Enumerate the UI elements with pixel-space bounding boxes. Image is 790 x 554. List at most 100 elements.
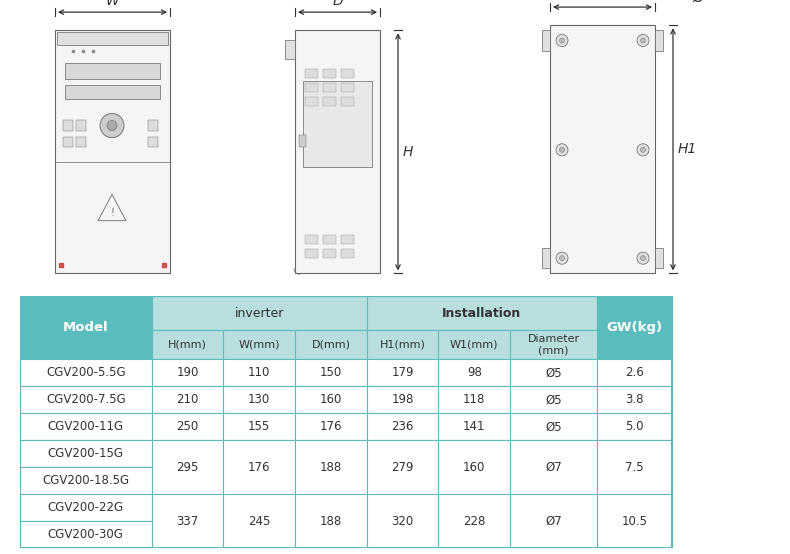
Circle shape xyxy=(100,114,124,138)
Bar xyxy=(367,440,438,494)
Bar xyxy=(20,521,152,548)
Bar xyxy=(152,296,367,330)
Bar xyxy=(341,83,354,92)
Text: 228: 228 xyxy=(463,515,486,528)
Circle shape xyxy=(556,34,568,47)
Bar xyxy=(295,494,367,548)
Bar xyxy=(542,30,550,50)
Bar xyxy=(323,235,336,244)
Text: H: H xyxy=(403,145,413,159)
Bar xyxy=(224,494,295,548)
Text: W1: W1 xyxy=(591,0,614,3)
Bar xyxy=(224,387,295,413)
Text: 176: 176 xyxy=(248,461,270,474)
Bar xyxy=(341,97,354,106)
Bar xyxy=(152,330,224,360)
Bar xyxy=(152,440,224,494)
Bar xyxy=(224,330,295,360)
Bar xyxy=(20,440,152,468)
Text: D: D xyxy=(332,0,343,8)
Text: H1(mm): H1(mm) xyxy=(380,340,426,350)
Text: Ø5: Ø5 xyxy=(545,420,562,433)
Bar xyxy=(438,387,510,413)
Bar xyxy=(510,413,597,440)
Bar xyxy=(367,413,438,440)
Text: Ø7: Ø7 xyxy=(545,515,562,528)
Bar xyxy=(224,440,295,494)
Text: Ø: Ø xyxy=(691,0,703,5)
Text: !: ! xyxy=(110,208,114,218)
Bar xyxy=(20,494,152,521)
Bar xyxy=(148,137,158,147)
Bar xyxy=(20,296,152,360)
Circle shape xyxy=(559,255,565,261)
Bar xyxy=(20,360,152,387)
Text: 5.0: 5.0 xyxy=(626,420,644,433)
Bar xyxy=(438,330,510,360)
Bar xyxy=(597,387,672,413)
Bar xyxy=(224,494,295,548)
Bar xyxy=(303,81,372,167)
Bar xyxy=(510,494,597,548)
Bar xyxy=(438,330,510,360)
Bar xyxy=(438,413,510,440)
Circle shape xyxy=(637,34,649,47)
Bar xyxy=(367,360,438,387)
Bar xyxy=(224,387,295,413)
Bar xyxy=(438,440,510,494)
Text: CGV200-30G: CGV200-30G xyxy=(48,529,124,541)
Bar xyxy=(367,440,438,494)
Bar xyxy=(20,360,152,387)
Bar xyxy=(341,249,354,258)
Bar xyxy=(295,413,367,440)
Bar xyxy=(655,248,663,268)
Bar xyxy=(295,330,367,360)
Bar xyxy=(63,137,73,147)
Text: 179: 179 xyxy=(391,366,414,379)
Bar xyxy=(295,413,367,440)
Bar xyxy=(76,120,86,131)
Bar xyxy=(510,387,597,413)
Bar xyxy=(20,387,152,413)
Bar xyxy=(152,494,224,548)
Text: CGV200-18.5G: CGV200-18.5G xyxy=(42,474,130,488)
Bar xyxy=(510,494,597,548)
Bar xyxy=(323,249,336,258)
Text: CGV200-15G: CGV200-15G xyxy=(47,448,124,460)
Bar xyxy=(20,296,152,360)
Text: 2.6: 2.6 xyxy=(625,366,644,379)
Text: 210: 210 xyxy=(176,393,199,407)
Bar xyxy=(597,494,672,548)
Bar xyxy=(305,83,318,92)
Text: 155: 155 xyxy=(248,420,270,433)
Bar xyxy=(148,120,158,131)
Bar xyxy=(295,387,367,413)
Text: GW(kg): GW(kg) xyxy=(607,321,663,335)
Text: 295: 295 xyxy=(176,461,199,474)
Bar xyxy=(438,360,510,387)
Bar xyxy=(295,360,367,387)
Bar xyxy=(20,494,152,521)
Text: 141: 141 xyxy=(463,420,486,433)
Text: H(mm): H(mm) xyxy=(168,340,207,350)
Bar xyxy=(597,413,672,440)
Bar xyxy=(65,63,160,79)
Text: CGV200-5.5G: CGV200-5.5G xyxy=(46,366,126,379)
Text: 176: 176 xyxy=(320,420,342,433)
Text: 188: 188 xyxy=(320,461,342,474)
Bar xyxy=(367,330,438,360)
Bar xyxy=(542,248,550,268)
Bar xyxy=(655,30,663,50)
Text: Ø7: Ø7 xyxy=(545,461,562,474)
Circle shape xyxy=(559,38,565,43)
Bar xyxy=(341,69,354,78)
Bar xyxy=(20,413,152,440)
Bar xyxy=(224,330,295,360)
Bar xyxy=(285,40,295,59)
Bar xyxy=(152,360,224,387)
Bar xyxy=(323,97,336,106)
Bar xyxy=(305,69,318,78)
Text: W: W xyxy=(106,0,119,8)
Text: Installation: Installation xyxy=(442,307,521,320)
Bar xyxy=(597,494,672,548)
